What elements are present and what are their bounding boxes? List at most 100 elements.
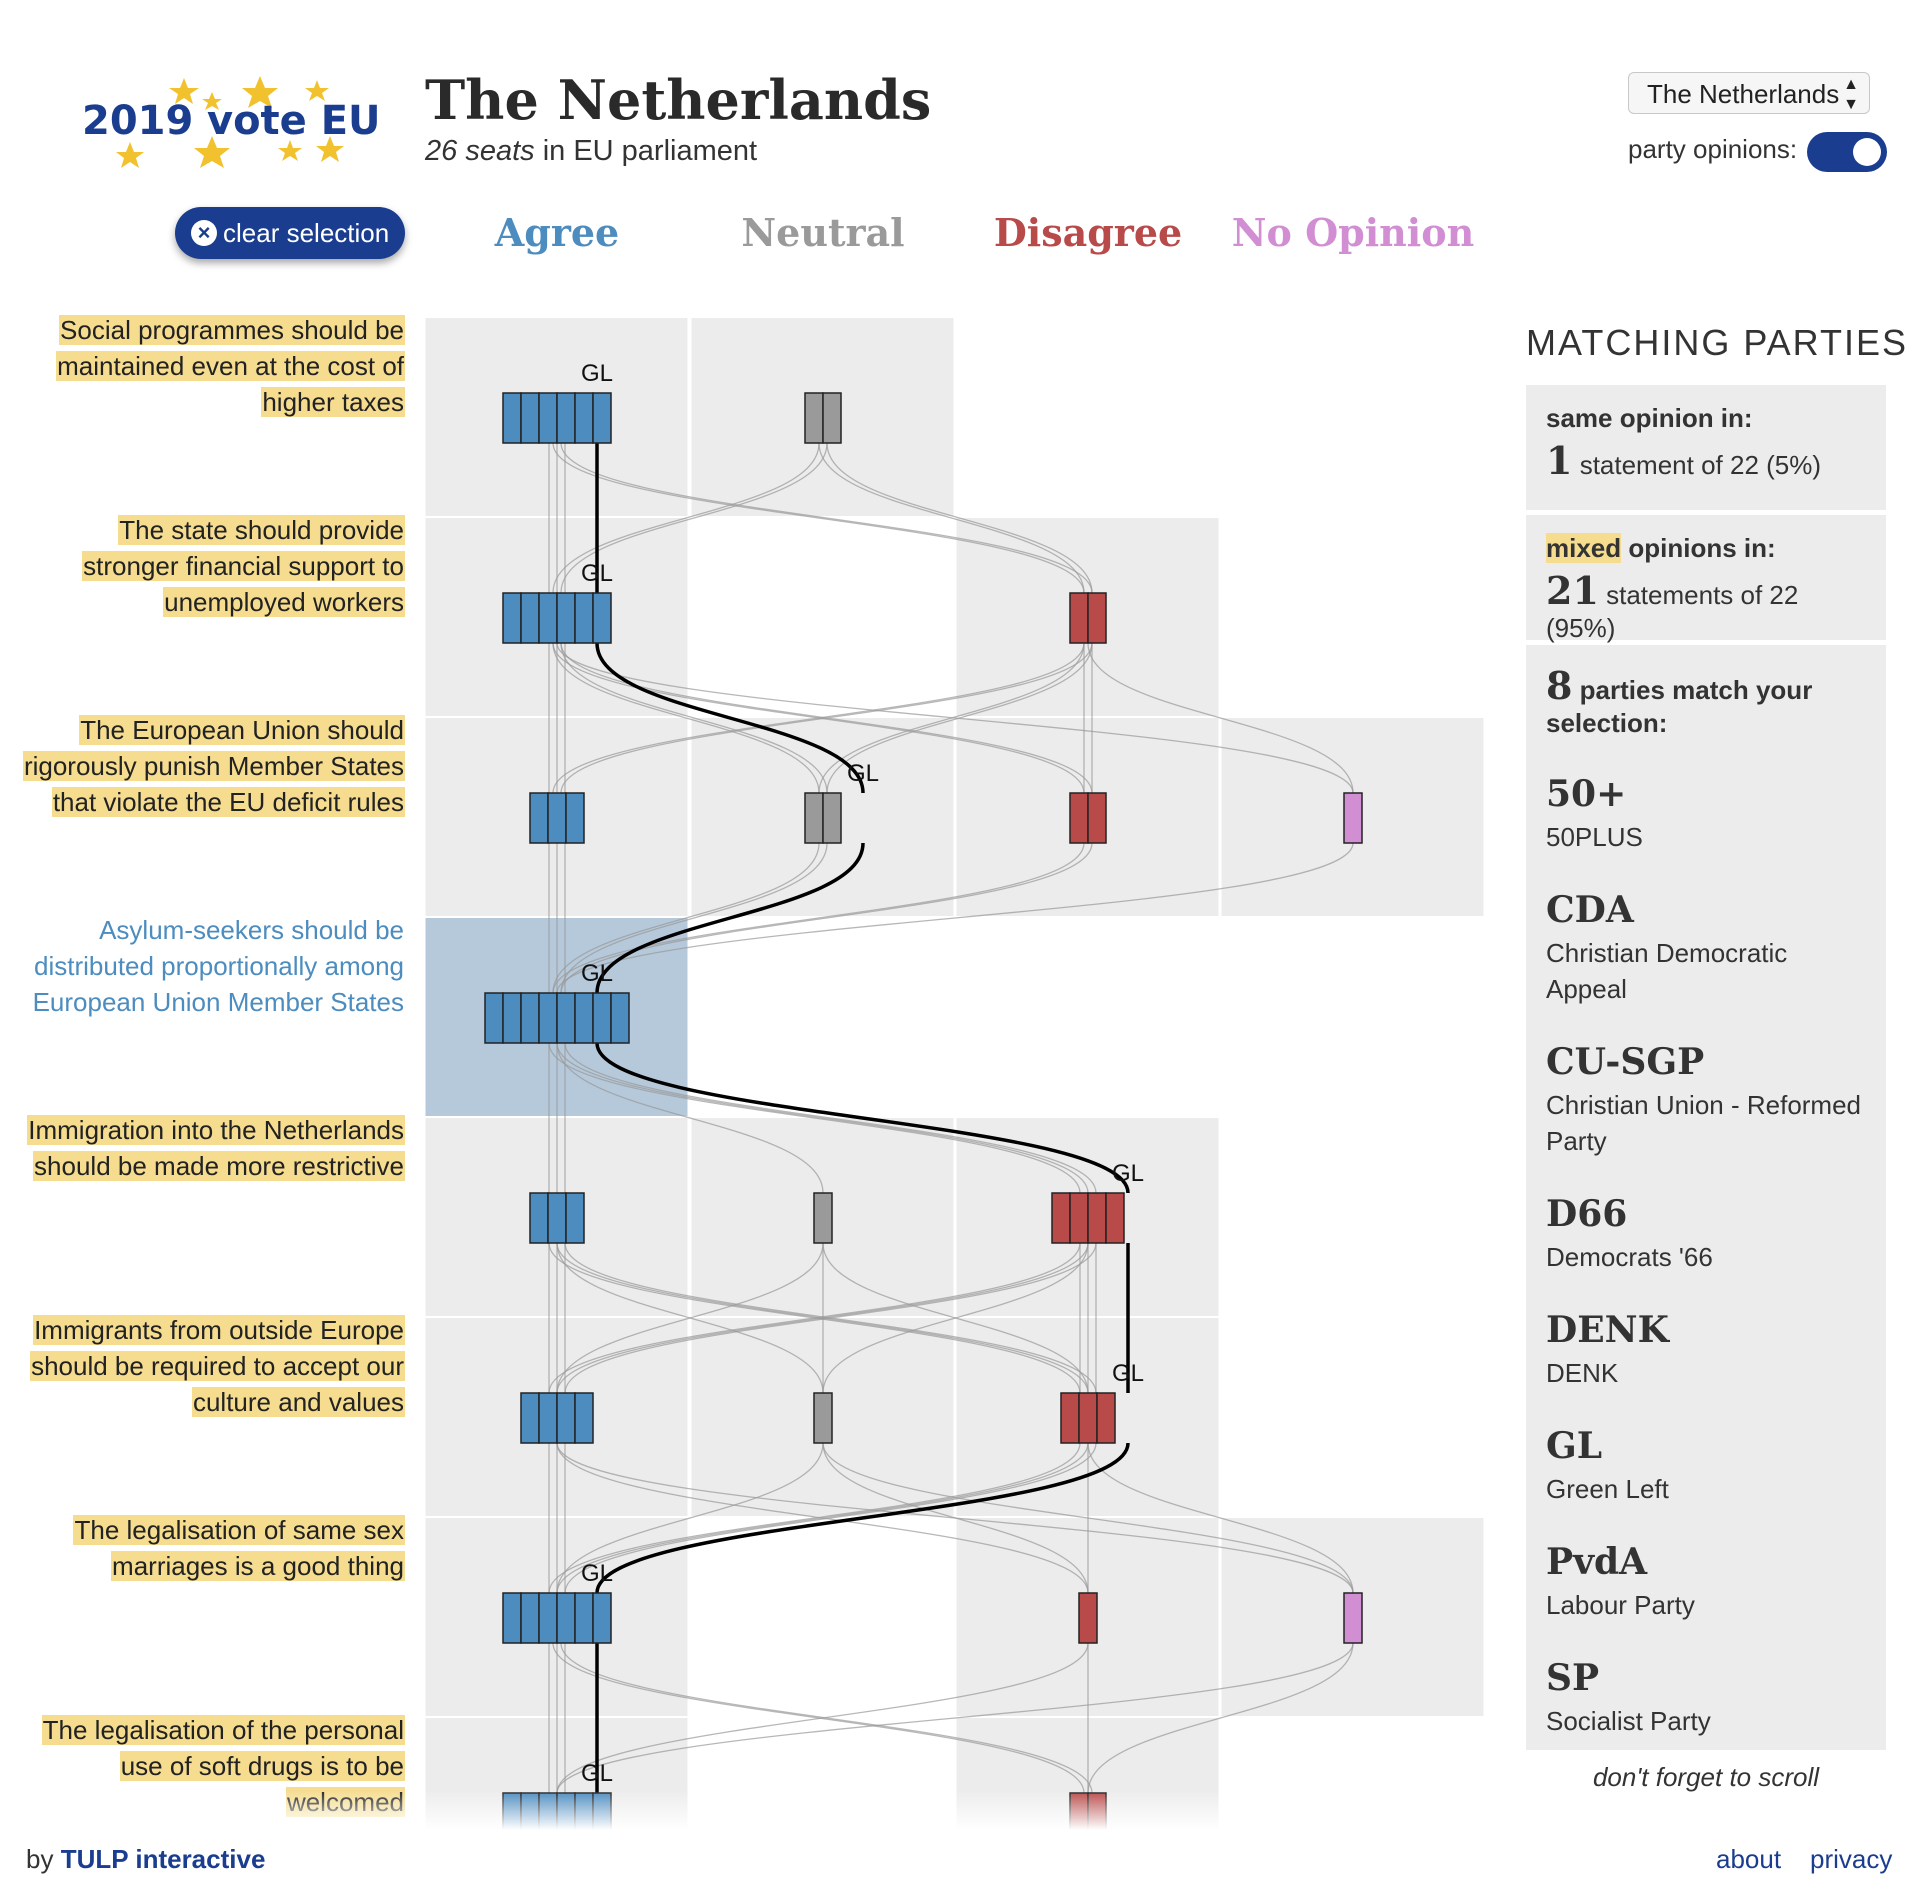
credit: by TULP interactive bbox=[26, 1844, 265, 1875]
flow-line bbox=[564, 1042, 1097, 1194]
party-block bbox=[1069, 592, 1089, 644]
flow-line bbox=[552, 842, 1085, 994]
party-name: Christian Democratic Appeal bbox=[1546, 938, 1788, 1004]
party-abbr: DENK bbox=[1546, 1309, 1669, 1351]
mixed-opinion-box: mixed opinions in: 21 statements of 22 (… bbox=[1526, 515, 1886, 643]
flow-line bbox=[556, 1042, 824, 1194]
flow-line bbox=[556, 642, 1354, 794]
party-block bbox=[1087, 592, 1107, 644]
column-head-neutral[interactable]: Neutral bbox=[741, 210, 905, 255]
statement-text: Immigration into the Netherlands should … bbox=[27, 1115, 405, 1181]
party-name: Socialist Party bbox=[1546, 1706, 1711, 1736]
party-block bbox=[520, 1392, 540, 1444]
party-list: 50+ 50PLUS CDA Christian Democratic Appeal C… bbox=[1546, 773, 1866, 1739]
flow-line bbox=[560, 842, 1093, 994]
party-block bbox=[813, 1192, 833, 1244]
party-block bbox=[804, 392, 824, 444]
party-item[interactable]: GL Green Left bbox=[1546, 1425, 1866, 1507]
bottom-fade bbox=[0, 1790, 1926, 1830]
statement-text: The legalisation of same sex marriages i… bbox=[73, 1515, 405, 1581]
party-item[interactable]: CDA Christian Democratic Appeal bbox=[1546, 889, 1866, 1007]
party-block bbox=[813, 1392, 833, 1444]
party-block bbox=[1078, 1592, 1098, 1644]
statement-label[interactable]: The legalisation of same sex marriages i… bbox=[20, 1512, 405, 1584]
credit-by: by bbox=[26, 1844, 54, 1874]
party-opinions-toggle[interactable] bbox=[1807, 132, 1887, 172]
party-block bbox=[1069, 792, 1089, 844]
matching-parties-title: MATCHING PARTIES bbox=[1526, 322, 1909, 363]
party-abbr: 50+ bbox=[1546, 773, 1627, 815]
gl-flow-line bbox=[595, 642, 865, 794]
party-block bbox=[574, 592, 594, 644]
privacy-link[interactable]: privacy bbox=[1810, 1844, 1893, 1874]
party-block bbox=[520, 1592, 540, 1644]
match-count: 8 bbox=[1546, 663, 1573, 708]
party-block bbox=[1087, 792, 1107, 844]
seats-subtitle: 26 seats in EU parliament bbox=[425, 135, 757, 168]
party-name: 50PLUS bbox=[1546, 822, 1643, 852]
party-block bbox=[592, 992, 612, 1044]
party-block bbox=[574, 392, 594, 444]
party-block bbox=[1343, 792, 1363, 844]
statement-label[interactable]: Immigration into the Netherlands should … bbox=[20, 1112, 405, 1184]
gl-label: GL bbox=[581, 360, 613, 387]
party-block bbox=[538, 1592, 558, 1644]
about-link[interactable]: about bbox=[1716, 1844, 1782, 1874]
party-item[interactable]: 50+ 50PLUS bbox=[1546, 773, 1866, 855]
gl-flow-line bbox=[595, 842, 865, 994]
party-block bbox=[1069, 1192, 1089, 1244]
party-name: Labour Party bbox=[1546, 1590, 1695, 1620]
flow-line bbox=[556, 1442, 1089, 1594]
flow-line bbox=[818, 642, 1085, 794]
party-block bbox=[529, 1192, 549, 1244]
clear-selection-button[interactable]: × clear selection bbox=[175, 207, 405, 259]
party-block bbox=[1060, 1392, 1080, 1444]
select-arrows-icon: ▲ ▼ bbox=[1843, 76, 1859, 113]
party-abbr: PvdA bbox=[1546, 1541, 1648, 1583]
same-opinion-value: 1 statement of 22 (5%) bbox=[1546, 438, 1866, 483]
party-item[interactable]: D66 Democrats '66 bbox=[1546, 1193, 1866, 1275]
flow-line bbox=[560, 642, 828, 794]
vote-eu-logo: 2019 vote EU bbox=[82, 76, 381, 168]
statement-label[interactable]: Asylum-seekers should be distributed pro… bbox=[20, 912, 405, 1020]
mixed-opinion-count: 21 bbox=[1546, 568, 1599, 613]
party-block bbox=[484, 992, 504, 1044]
clear-selection-label: clear selection bbox=[223, 218, 390, 248]
footer: by TULP interactive about privacy bbox=[0, 1830, 1926, 1892]
mixed-label-rest: opinions in: bbox=[1621, 533, 1776, 563]
flow-line bbox=[556, 1442, 824, 1594]
gl-flow-line bbox=[595, 1042, 1130, 1194]
party-block bbox=[1078, 1392, 1098, 1444]
party-item[interactable]: SP Socialist Party bbox=[1546, 1657, 1866, 1739]
logo-year: 2019 bbox=[82, 98, 193, 144]
column-head-disagree[interactable]: Disagree bbox=[993, 210, 1183, 255]
column-head-no-opinion[interactable]: No Opinion bbox=[1231, 210, 1475, 255]
statement-label[interactable]: The state should provide stronger financ… bbox=[20, 512, 405, 620]
party-item[interactable]: PvdA Labour Party bbox=[1546, 1541, 1866, 1623]
party-item[interactable]: DENK DENK bbox=[1546, 1309, 1866, 1391]
flow-line bbox=[560, 442, 1093, 594]
page-title: The Netherlands bbox=[425, 68, 932, 132]
flow-line bbox=[556, 1642, 1354, 1794]
party-name: Christian Union - Reformed Party bbox=[1546, 1090, 1862, 1156]
mixed-opinion-text: statements of 22 (95%) bbox=[1546, 580, 1799, 643]
party-block bbox=[592, 392, 612, 444]
statement-label[interactable]: Immigrants from outside Europe should be… bbox=[20, 1312, 405, 1420]
party-block bbox=[822, 392, 842, 444]
party-block bbox=[565, 1192, 585, 1244]
party-block bbox=[502, 592, 522, 644]
flow-line bbox=[826, 442, 1093, 594]
party-item[interactable]: CU-SGP Christian Union - Reformed Party bbox=[1546, 1041, 1866, 1159]
party-block bbox=[520, 392, 540, 444]
statement-label[interactable]: Social programmes should be maintained e… bbox=[20, 312, 405, 420]
same-opinion-label: same opinion in: bbox=[1546, 403, 1753, 433]
party-block bbox=[538, 992, 558, 1044]
gl-flow-line bbox=[595, 1442, 1130, 1594]
statement-label[interactable]: The European Union should rigorously pun… bbox=[20, 712, 405, 820]
column-head-agree[interactable]: Agree bbox=[494, 210, 620, 255]
flow-line bbox=[556, 1242, 824, 1394]
tulp-link[interactable]: TULP interactive bbox=[60, 1844, 266, 1874]
country-select[interactable]: The Netherlands ▲ ▼ bbox=[1628, 72, 1870, 114]
logo-stars-icon bbox=[116, 76, 344, 168]
statement-text: Immigrants from outside Europe should be… bbox=[30, 1315, 405, 1417]
